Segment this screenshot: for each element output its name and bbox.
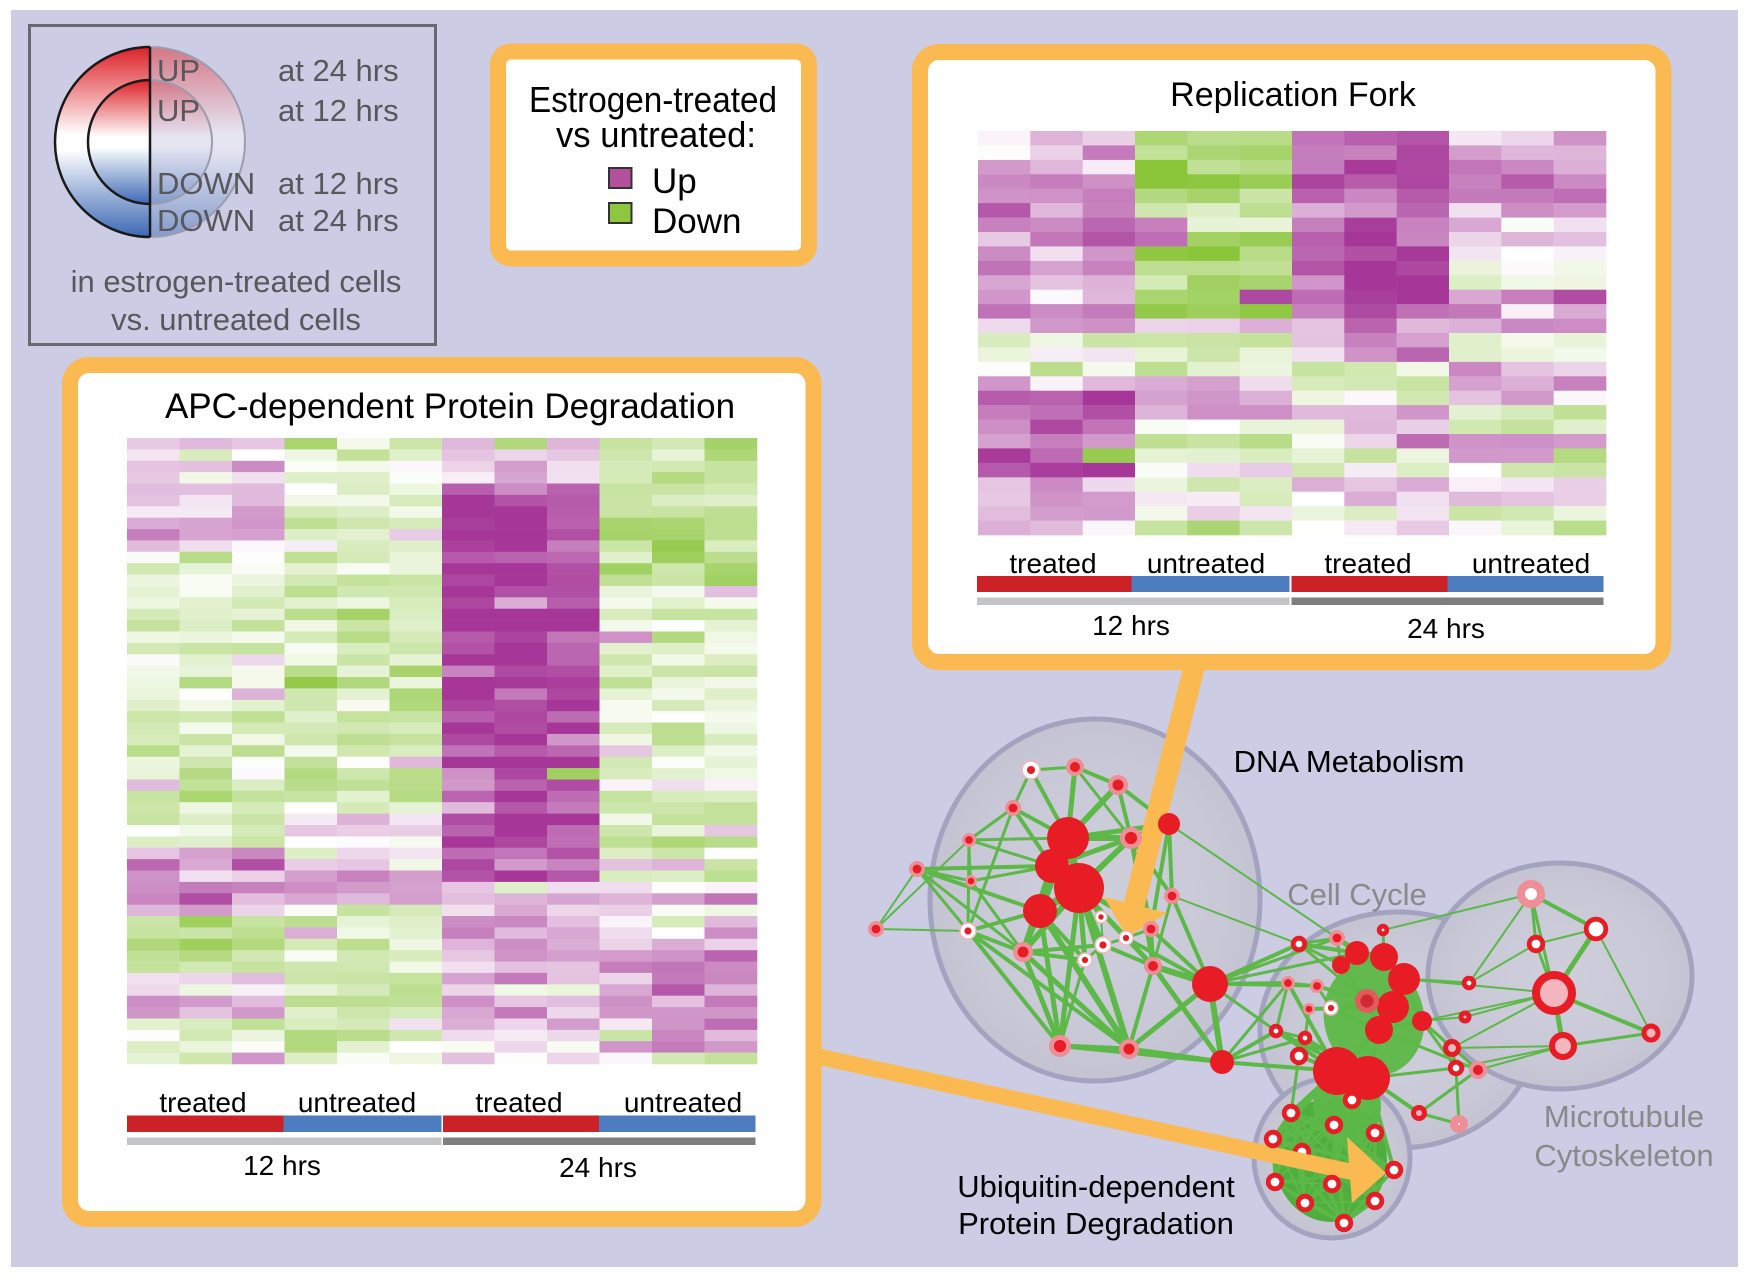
svg-text:vs. untreated cells: vs. untreated cells — [111, 302, 361, 337]
svg-text:untreated: untreated — [1147, 548, 1265, 579]
svg-text:untreated: untreated — [624, 1087, 742, 1118]
svg-text:treated: treated — [159, 1087, 246, 1118]
svg-text:Ubiquitin-dependent: Ubiquitin-dependent — [957, 1169, 1235, 1204]
svg-text:Protein Degradation: Protein Degradation — [958, 1206, 1234, 1241]
svg-text:12 hrs: 12 hrs — [243, 1150, 321, 1181]
svg-text:UP: UP — [157, 93, 200, 128]
svg-text:untreated: untreated — [1472, 548, 1590, 579]
svg-text:24 hrs: 24 hrs — [1407, 613, 1485, 644]
svg-text:Up: Up — [652, 162, 697, 201]
svg-text:at 12 hrs: at 12 hrs — [278, 166, 399, 201]
svg-text:at 12 hrs: at 12 hrs — [278, 93, 399, 128]
svg-text:12 hrs: 12 hrs — [1092, 610, 1170, 641]
svg-text:vs untreated:: vs untreated: — [556, 114, 756, 155]
svg-text:Down: Down — [652, 202, 741, 241]
svg-text:UP: UP — [157, 53, 200, 88]
svg-text:at 24 hrs: at 24 hrs — [278, 53, 399, 88]
svg-text:treated: treated — [475, 1087, 562, 1118]
svg-text:Estrogen-treated: Estrogen-treated — [529, 79, 777, 120]
svg-text:DNA Metabolism: DNA Metabolism — [1234, 744, 1465, 779]
svg-text:Cell Cycle: Cell Cycle — [1287, 877, 1427, 912]
svg-text:Replication Fork: Replication Fork — [1170, 76, 1417, 114]
svg-text:24 hrs: 24 hrs — [559, 1152, 637, 1183]
svg-text:in estrogen-treated cells: in estrogen-treated cells — [71, 264, 402, 299]
svg-text:untreated: untreated — [298, 1087, 416, 1118]
svg-text:treated: treated — [1324, 548, 1411, 579]
svg-text:Microtubule: Microtubule — [1544, 1099, 1704, 1134]
svg-text:treated: treated — [1009, 548, 1096, 579]
svg-text:APC-dependent Protein Degradat: APC-dependent Protein Degradation — [165, 387, 735, 426]
svg-text:DOWN: DOWN — [157, 166, 255, 201]
svg-text:DOWN: DOWN — [157, 203, 255, 238]
svg-text:Cytoskeleton: Cytoskeleton — [1534, 1138, 1713, 1173]
svg-text:at 24 hrs: at 24 hrs — [278, 203, 399, 238]
